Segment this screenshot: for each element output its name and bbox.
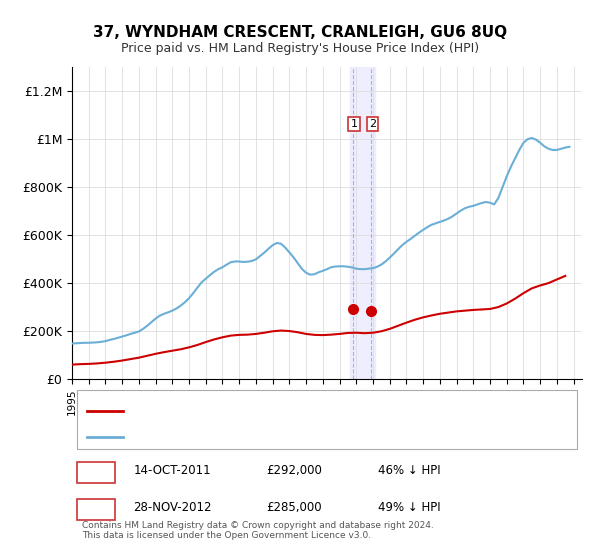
Text: 37, WYNDHAM CRESCENT, CRANLEIGH, GU6 8UQ (detached house): 37, WYNDHAM CRESCENT, CRANLEIGH, GU6 8UQ… (133, 405, 509, 416)
Text: 49% ↓ HPI: 49% ↓ HPI (378, 501, 440, 514)
Text: HPI: Average price, detached house, Waverley: HPI: Average price, detached house, Wave… (133, 432, 391, 442)
Text: Contains HM Land Registry data © Crown copyright and database right 2024.
This d: Contains HM Land Registry data © Crown c… (82, 521, 434, 540)
Text: 2: 2 (92, 501, 100, 514)
Text: 37, WYNDHAM CRESCENT, CRANLEIGH, GU6 8UQ: 37, WYNDHAM CRESCENT, CRANLEIGH, GU6 8UQ (93, 25, 507, 40)
Text: 46% ↓ HPI: 46% ↓ HPI (378, 464, 440, 477)
Text: £285,000: £285,000 (266, 501, 322, 514)
Text: 2: 2 (369, 119, 376, 129)
Text: Price paid vs. HM Land Registry's House Price Index (HPI): Price paid vs. HM Land Registry's House … (121, 42, 479, 55)
FancyBboxPatch shape (77, 463, 115, 483)
Text: 28-NOV-2012: 28-NOV-2012 (133, 501, 212, 514)
Text: 1: 1 (92, 464, 100, 477)
FancyBboxPatch shape (77, 499, 115, 520)
FancyBboxPatch shape (77, 390, 577, 449)
Bar (350, 67, 374, 379)
Text: 14-OCT-2011: 14-OCT-2011 (133, 464, 211, 477)
Text: 1: 1 (350, 119, 358, 129)
Text: £292,000: £292,000 (266, 464, 322, 477)
